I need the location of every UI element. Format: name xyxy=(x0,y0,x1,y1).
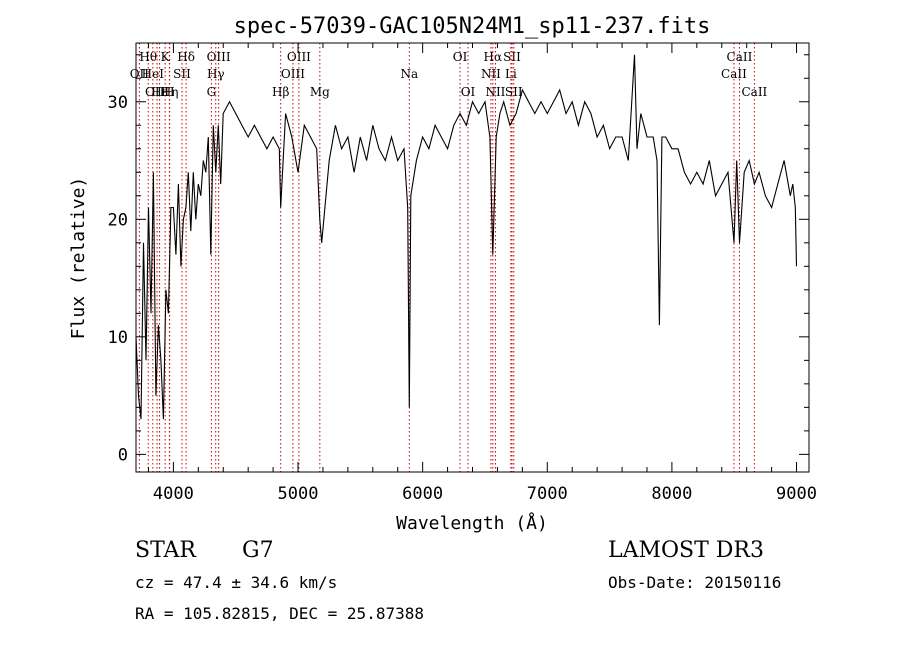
line-marker-label: OII xyxy=(130,67,150,81)
line-marker-label: OI xyxy=(461,85,476,99)
line-marker-label: HeI xyxy=(142,67,165,81)
y-axis: 0 10 20 30 xyxy=(108,54,809,465)
spectrum-line xyxy=(135,54,798,420)
x-tick-label: 8000 xyxy=(651,484,692,504)
object-class: STAR xyxy=(135,538,196,563)
x-tick-label: 5000 xyxy=(278,484,319,504)
y-tick-label: 0 xyxy=(118,445,128,465)
line-marker-label: OIII xyxy=(207,50,231,64)
redshift-cz: cz = 47.4 ± 34.6 km/s xyxy=(135,573,338,592)
line-marker-label: Hδ xyxy=(177,50,195,64)
line-marker-label: Hγ xyxy=(207,67,225,81)
coordinates: RA = 105.82815, DEC = 25.87388 xyxy=(135,604,424,623)
line-marker-label: OIII xyxy=(287,50,311,64)
line-marker-label: NII xyxy=(485,85,505,99)
line-marker-label: CaII xyxy=(727,50,753,64)
y-tick-label: 30 xyxy=(108,93,128,113)
line-marker-label: H xyxy=(164,85,174,99)
line-marker-label: OIII xyxy=(145,85,169,99)
line-marker-label: G xyxy=(207,85,217,99)
line-marker-label: SII xyxy=(173,67,191,81)
object-subclass: G7 xyxy=(242,538,274,563)
line-marker-label: CaII xyxy=(741,85,767,99)
line-marker-label: Hθ xyxy=(139,50,157,64)
line-marker-label: K xyxy=(161,50,171,64)
line-marker-label: Hε xyxy=(151,85,168,99)
line-marker-label: OI xyxy=(453,50,468,64)
survey-name: LAMOST DR3 xyxy=(608,538,764,563)
x-tick-label: 6000 xyxy=(402,484,443,504)
line-marker-label: Hα xyxy=(484,50,503,64)
x-tick-label: 4000 xyxy=(153,484,194,504)
plot-frame xyxy=(135,42,810,473)
line-marker-label: SII xyxy=(503,50,521,64)
y-axis-label: Flux (relative) xyxy=(68,177,89,340)
observation-date: Obs-Date: 20150116 xyxy=(608,573,782,592)
line-marker-label: Li xyxy=(505,67,517,81)
x-tick-label: 7000 xyxy=(527,484,568,504)
y-tick-label: 10 xyxy=(108,328,128,348)
x-tick-label: 9000 xyxy=(776,484,817,504)
x-axis: 4000 5000 6000 7000 8000 9000 xyxy=(147,43,817,504)
x-axis-label: Wavelength (Å) xyxy=(396,512,548,534)
line-marker-label: NII xyxy=(481,67,501,81)
line-marker-label: CaII xyxy=(721,67,747,81)
line-marker-label: SII xyxy=(505,85,523,99)
line-marker-label: OIII xyxy=(281,67,305,81)
y-tick-label: 20 xyxy=(108,210,128,230)
line-marker-label: Hβ xyxy=(272,85,289,99)
line-marker-label: Na xyxy=(400,67,418,81)
chart-title: spec-57039-GAC105N24M1_sp11-237.fits xyxy=(234,14,711,39)
line-marker-label: Mg xyxy=(310,85,330,99)
